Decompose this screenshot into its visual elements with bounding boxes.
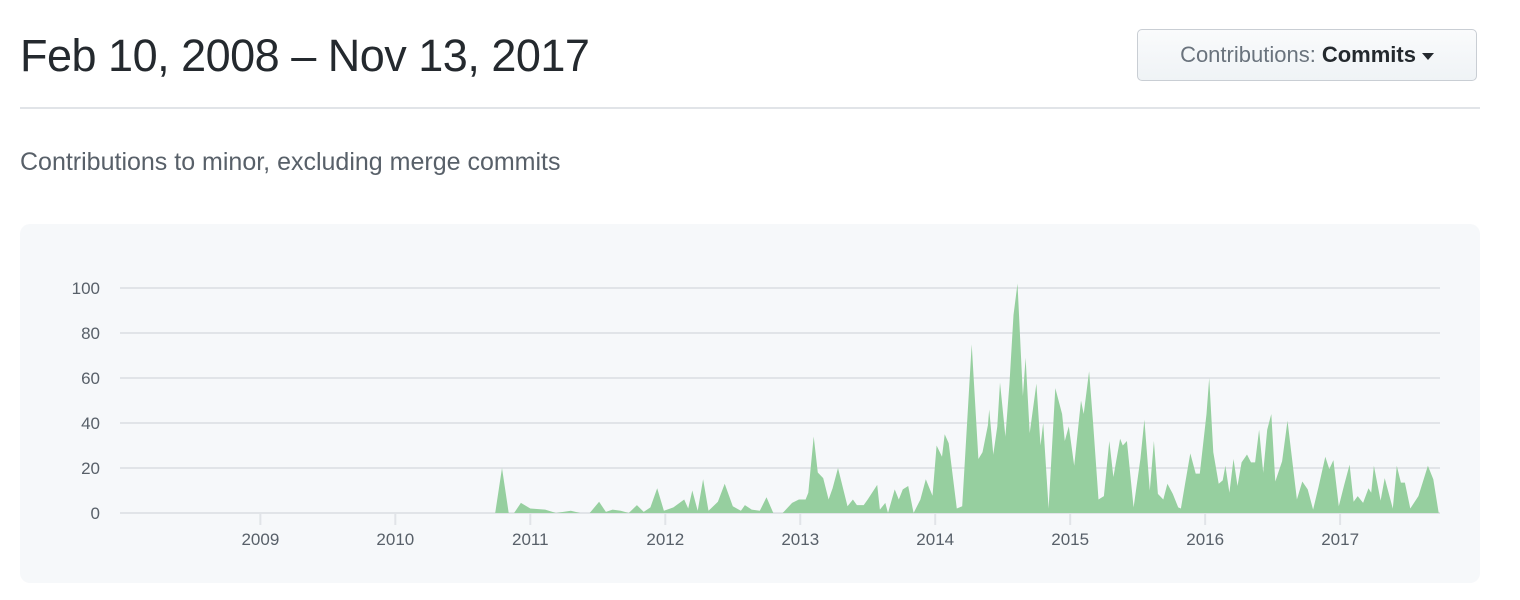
- x-tick-label: 2011: [512, 530, 549, 549]
- y-tick-label: 100: [72, 279, 100, 298]
- contributions-type-dropdown[interactable]: Contributions: Commits: [1137, 29, 1477, 81]
- y-tick-label: 60: [81, 369, 100, 388]
- x-tick-label: 2009: [241, 530, 279, 549]
- commits-area: [140, 283, 1439, 513]
- y-tick-label: 20: [81, 459, 100, 478]
- dropdown-value: Commits: [1321, 42, 1416, 67]
- x-tick-label: 2013: [781, 530, 819, 549]
- divider: [20, 107, 1480, 109]
- chart-subtitle: Contributions to minor, excluding merge …: [20, 148, 561, 176]
- caret-down-icon: [1421, 52, 1434, 60]
- y-tick-label: 0: [91, 504, 100, 523]
- y-tick-label: 80: [81, 324, 100, 343]
- date-range-title: Feb 10, 2008 – Nov 13, 2017: [20, 30, 590, 81]
- y-tick-label: 40: [81, 414, 100, 433]
- x-tick-label: 2014: [916, 530, 954, 549]
- dropdown-label: Contributions:: [1180, 42, 1316, 67]
- x-tick-label: 2015: [1051, 530, 1089, 549]
- x-tick-label: 2010: [376, 530, 414, 549]
- x-tick-label: 2016: [1186, 530, 1224, 549]
- x-tick-label: 2012: [646, 530, 684, 549]
- x-tick-label: 2017: [1321, 530, 1359, 549]
- chart-panel: [20, 224, 1480, 583]
